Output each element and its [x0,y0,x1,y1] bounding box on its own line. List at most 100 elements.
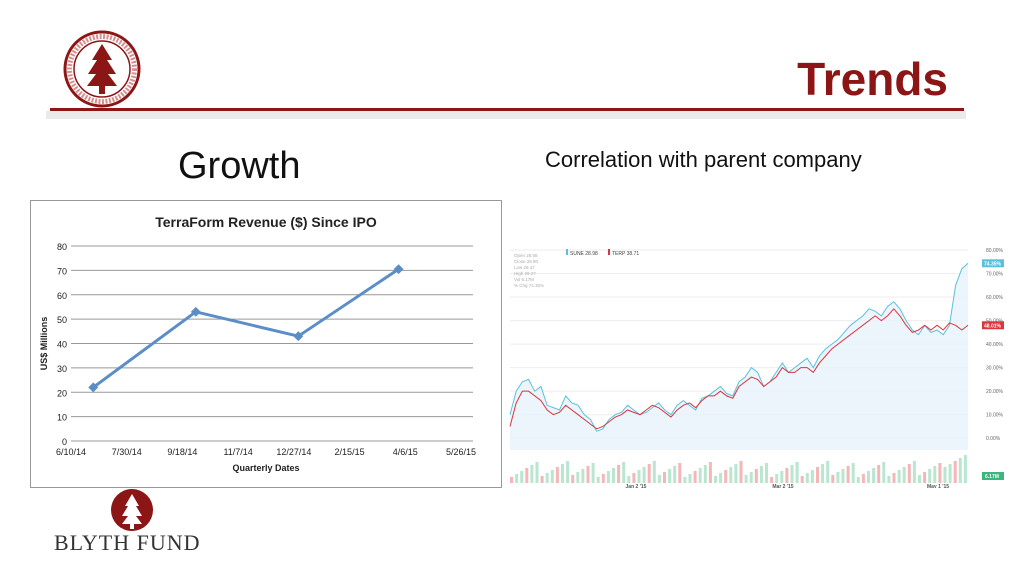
volume-bar [836,472,840,483]
volume-bar [678,463,682,483]
stock-x-tick-label: Mar 2 '15 [772,484,793,488]
stock-y-tick-label: 10.00% [986,413,1004,419]
volume-bar [714,476,717,483]
volume-bar [953,461,957,483]
volume-bar [821,464,825,483]
volume-bar [892,473,896,483]
legend-sune-swatch [566,249,568,255]
volume-bar [581,469,585,483]
volume-bar [831,475,835,483]
y-tick-label: 60 [57,291,67,301]
volume-label: 6.17M [985,474,999,480]
x-tick-label: 11/7/14 [223,447,252,457]
volume-bar [963,455,967,483]
x-tick-label: 6/10/14 [56,447,86,457]
volume-bar [642,467,646,483]
volume-bar [826,461,830,483]
terp-line [509,308,969,430]
y-tick-label: 50 [57,315,67,325]
y-tick-label: 0 [62,437,67,447]
volume-bar [683,477,687,483]
volume-bar [902,467,906,483]
volume-bar [606,471,610,483]
volume-bar [637,470,641,483]
volume-bar [810,470,814,483]
legend-terp: TERP 38.71 [612,251,639,257]
readout-line: % Chg 74.35% [514,283,544,288]
readout-line: Low 28.47 [514,265,535,270]
volume-bar [668,469,672,483]
volume-bar [765,463,768,483]
stock-y-tick-label: 20.00% [986,389,1004,395]
blyth-fund-text: BLYTH FUND [54,530,201,555]
stock-x-tick-label: May 1 '15 [927,484,949,488]
volume-bar [928,469,932,483]
volume-bar [872,468,876,483]
y-tick-label: 30 [57,364,67,374]
volume-bar [754,469,758,483]
blyth-fund-logo [111,489,153,531]
volume-bar [525,468,529,483]
volume-bar [601,474,605,483]
volume-bar [841,469,845,483]
volume-bar [698,468,702,483]
volume-bar [530,465,534,483]
volume-bar [856,477,860,483]
readout-line: Vol 6.17M [514,277,534,282]
volume-bar [566,461,570,483]
volume-bar [933,466,937,483]
volume-bar [571,475,575,483]
volume-bar [663,472,666,483]
volume-bar [943,467,947,483]
volume-bar [800,476,804,483]
volume-bar [550,470,554,483]
revenue-point [190,306,201,317]
volume-bar [724,470,728,483]
volume-bar [739,461,743,483]
volume-bar [749,472,753,483]
y-tick-label: 70 [57,266,67,276]
volume-bar [688,474,692,483]
chart-title: TerraForm Revenue ($) Since IPO [155,214,377,230]
x-tick-label: 4/6/15 [393,447,418,457]
end-label-box [982,321,1004,330]
volume-bar [759,466,763,483]
title-rule-shadow [46,111,966,119]
volume-bar [591,463,595,483]
stock-y-tick-label: 60.00% [986,295,1004,301]
revenue-chart-svg: TerraForm Revenue ($) Since IPO 0 10 20 30 40… [39,214,476,473]
x-tick-label: 5/26/15 [446,447,476,457]
y-tick-label: 40 [57,340,67,350]
readout-line: Open 28.56 [514,253,538,258]
volume-bar [515,474,519,483]
volume-bar [846,466,850,483]
volume-bar [632,473,636,483]
volume-bar [647,464,651,483]
correlation-heading: Correlation with parent company [545,147,862,172]
volume-bar [912,461,916,483]
growth-heading: Growth [178,145,301,187]
volume-bar [596,477,600,483]
volume-bar [627,476,631,483]
stock-y-tick-label: 0.00% [986,436,1001,442]
volume-bar [744,475,748,483]
readout-line: Close 28.90 [514,259,539,264]
stock-y-tick-label: 30.00% [986,366,1004,372]
volume-bar [561,464,564,483]
y-tick-label: 20 [57,388,67,398]
volume-bar [540,476,544,483]
volume-bar [652,461,656,483]
revenue-line [92,267,400,389]
stanford-seal-logo [63,30,141,108]
volume-bar [510,477,513,483]
stock-y-tick-label: 70.00% [986,272,1004,278]
volume-bar [816,467,819,483]
volume-bar [877,465,881,483]
volume-bar [729,467,733,483]
volume-bar [520,471,524,483]
volume-bar [775,474,779,483]
volume-bar [887,476,891,483]
volume-bar [861,474,865,483]
x-tick-label: 9/18/14 [167,447,197,457]
volume-bar [535,462,539,483]
